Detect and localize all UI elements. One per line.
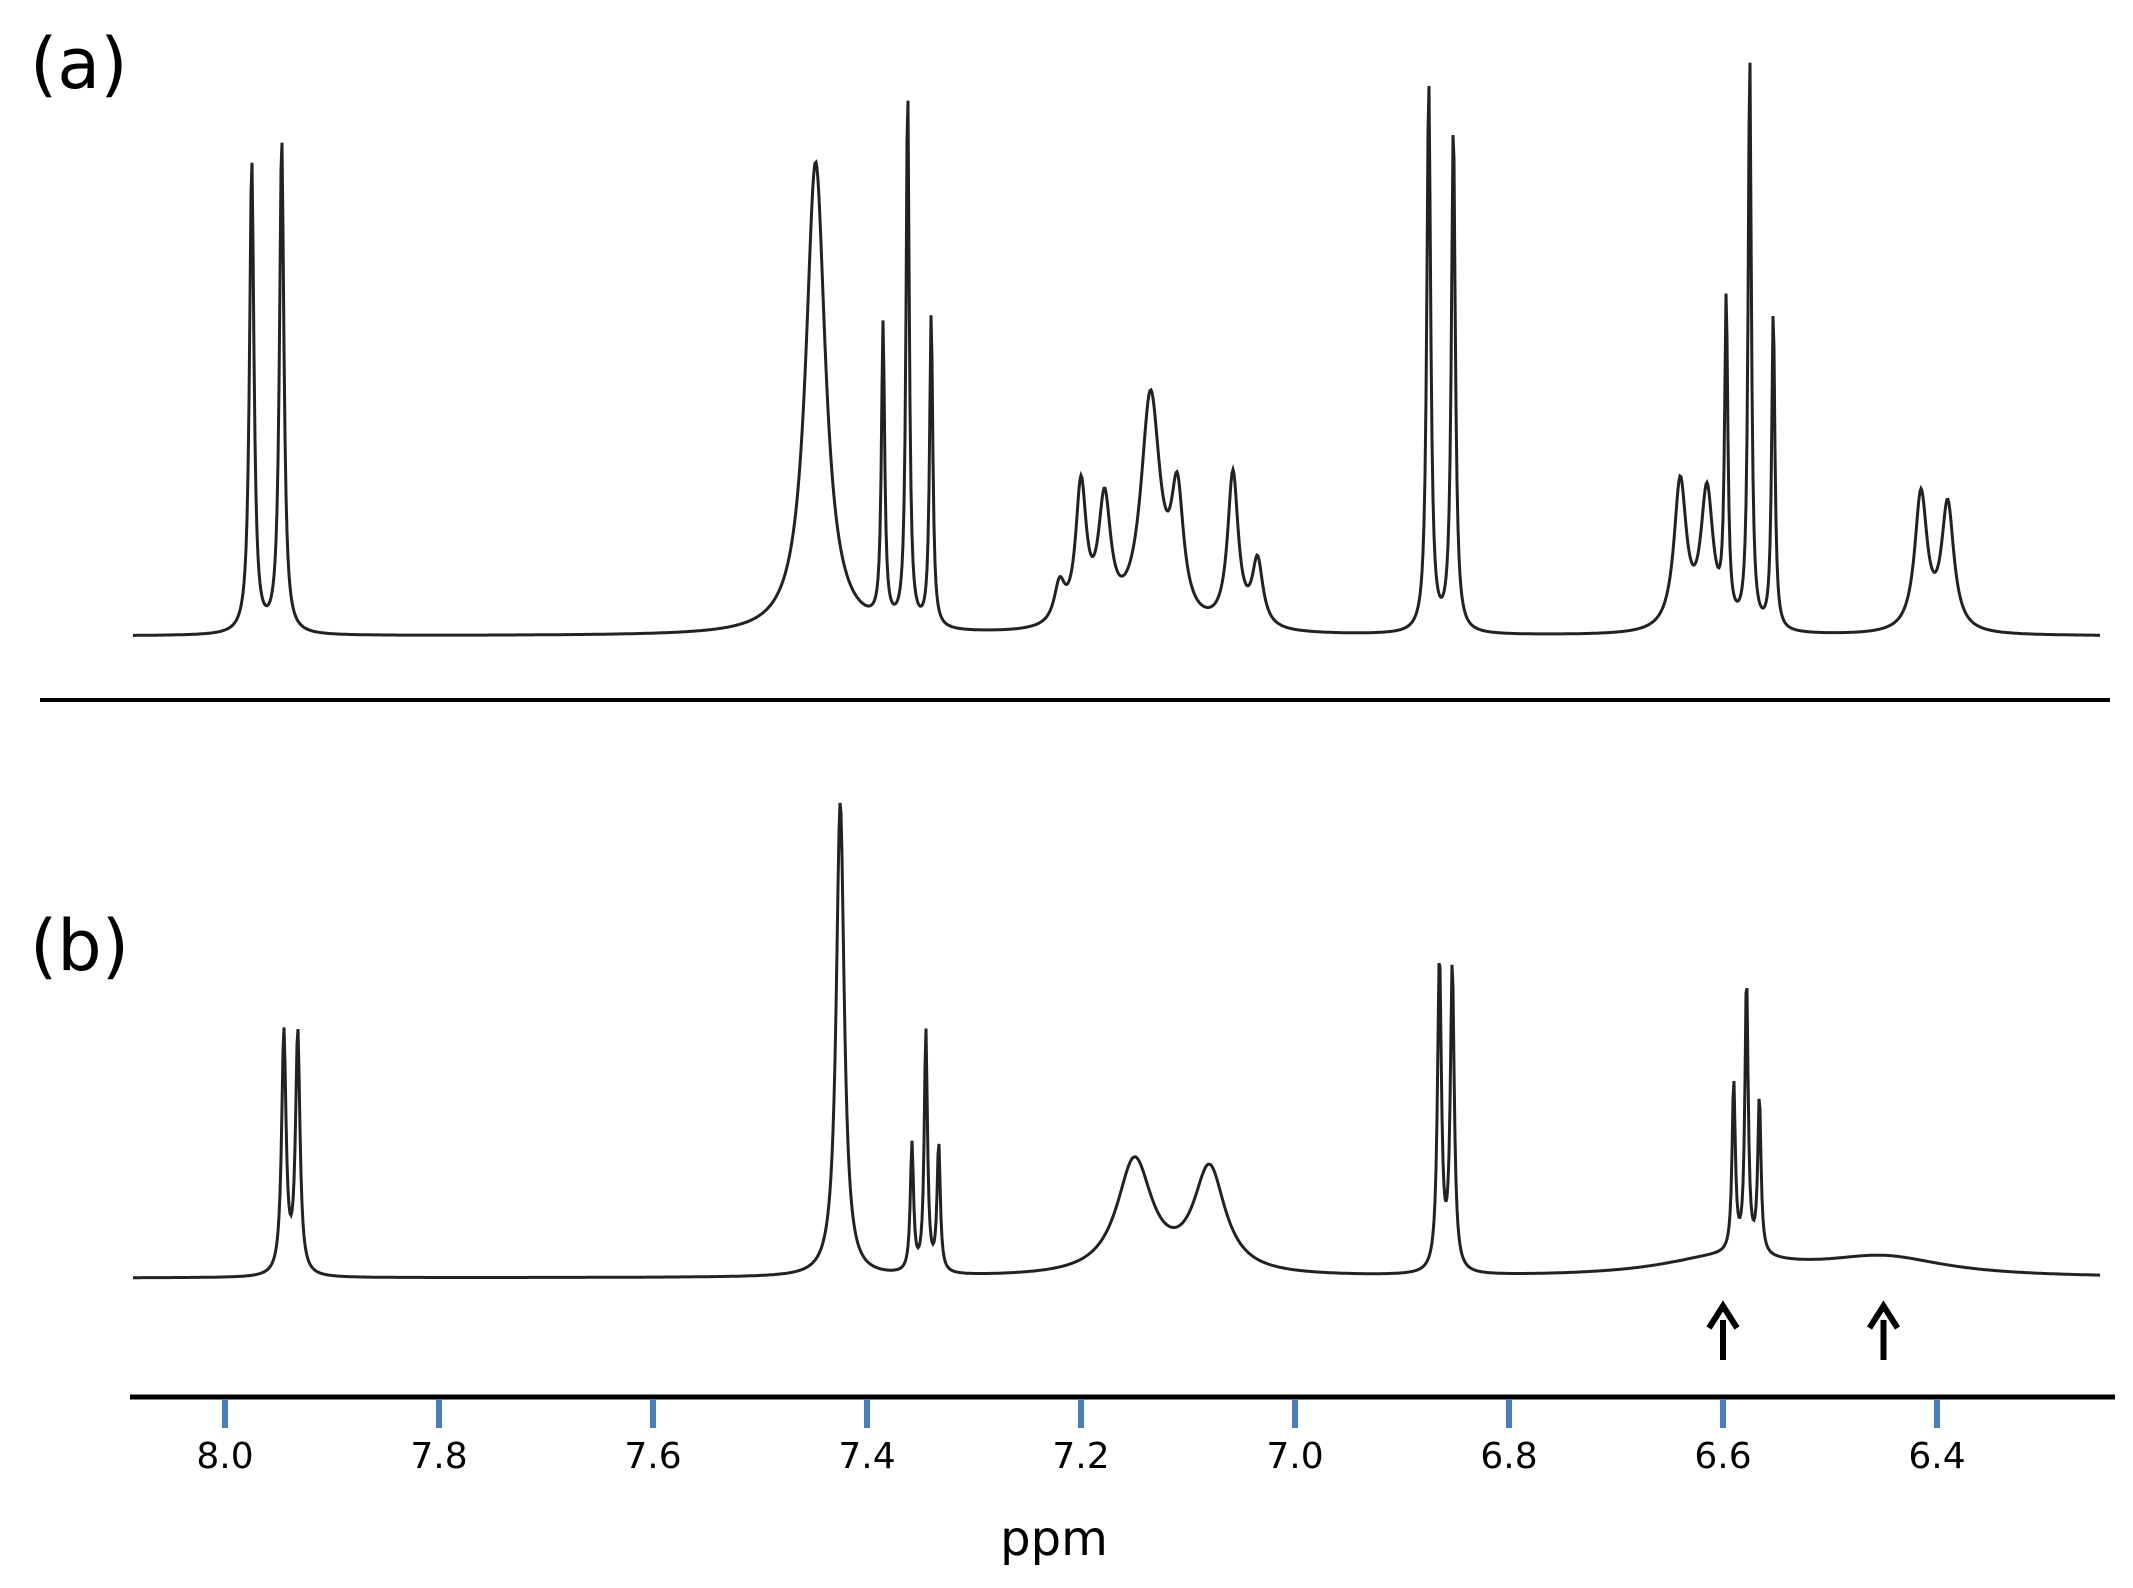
x-tick-label: 7.4 [838,1436,895,1477]
spectrum-b-trace [133,802,2100,1280]
arrow-head-2 [1866,1300,1901,1330]
x-tick-label: 6.4 [1908,1436,1965,1477]
x-tick-label: 7.6 [624,1436,681,1477]
x-tick-label: 7.8 [410,1436,467,1477]
x-tick-label: 7.2 [1052,1436,1109,1477]
arrow-head-1 [1706,1300,1740,1330]
x-axis-ticks: 8.0 7.8 7.6 7.4 7.2 7.0 6.8 6.6 6.4 [196,1399,1966,1477]
panel-b-label: (b) [30,905,129,987]
x-tick-label: 6.8 [1480,1436,1537,1477]
panel-a: (a) [30,23,2100,637]
x-axis-label: ppm [1000,1511,1108,1567]
x-axis: 8.0 7.8 7.6 7.4 7.2 7.0 6.8 6.6 6.4 ppm [130,1394,2115,1567]
panel-b: (b) [30,802,2100,1360]
arrow-markers [1706,1300,1901,1360]
x-tick-label: 8.0 [196,1436,253,1477]
spectrum-a-trace [133,62,2100,637]
x-tick-label: 6.6 [1694,1436,1751,1477]
x-tick-label: 7.0 [1266,1436,1323,1477]
panel-a-label: (a) [30,23,128,105]
